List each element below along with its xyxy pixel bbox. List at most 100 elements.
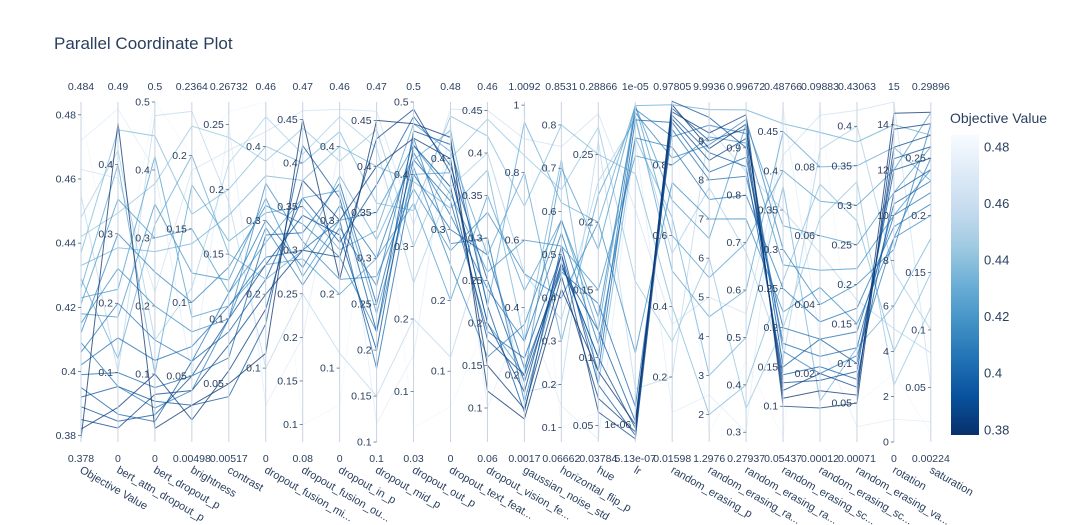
- trial-line: [80, 119, 932, 389]
- tick-label: 0.2: [135, 301, 150, 313]
- axis-min-label: 0: [115, 453, 121, 465]
- tick-label: 0.48: [56, 109, 77, 121]
- tick-label: 0.7: [726, 237, 741, 249]
- axis-max-label: 0.97805: [653, 81, 691, 93]
- axis-min-label: 0.00071: [838, 453, 876, 465]
- trial-line: [80, 108, 932, 409]
- tick-label: 0.2: [468, 318, 483, 330]
- tick-label: 7: [698, 214, 704, 226]
- tick-label: 5: [698, 292, 704, 304]
- tick-label: 0.2: [431, 295, 446, 307]
- tick-label: 0.38: [56, 430, 77, 442]
- trial-lines: [80, 100, 932, 441]
- tick-label: 0.1: [431, 366, 446, 378]
- tick-label: 0.4: [98, 159, 113, 171]
- tick-label: 0.2: [911, 210, 926, 222]
- tick-label: 2: [698, 409, 704, 421]
- tick-label: 0.5: [135, 97, 150, 109]
- tick-label: 0.15: [203, 249, 224, 261]
- tick-label: 0.2: [320, 289, 335, 301]
- tick-label: 0.35: [462, 190, 483, 202]
- tick-label: 0.1: [394, 386, 409, 398]
- tick-label: 0.35: [351, 207, 372, 219]
- trial-line: [80, 107, 932, 437]
- axis-max-label: 0.47: [292, 81, 313, 93]
- tick-label: 0.6: [726, 285, 741, 297]
- trial-line: [80, 111, 932, 358]
- tick-label: 0.44: [56, 238, 77, 250]
- axes: 0.380.40.420.440.460.480.4840.378Objecti…: [56, 81, 976, 525]
- tick-label: 0: [883, 437, 889, 449]
- tick-label: 0.4: [505, 302, 520, 314]
- tick-label: 0.3: [98, 228, 113, 240]
- tick-label: 0.1: [283, 419, 298, 431]
- tick-label: 0.1: [172, 297, 187, 309]
- tick-label: 0.45: [758, 126, 779, 138]
- axis-min-label: 0.00498: [173, 453, 211, 465]
- colorbar-tick-label: 0.4: [984, 366, 1002, 381]
- tick-label: 0.9: [726, 142, 741, 154]
- tick-label: 0.45: [351, 115, 372, 127]
- tick-label: 0.2: [837, 279, 852, 291]
- trial-line: [80, 108, 932, 440]
- tick-label: 0.3: [726, 427, 741, 439]
- tick-label: 0.5: [542, 249, 557, 261]
- trial-line: [80, 105, 932, 331]
- axis-max-label: 0.2364: [176, 81, 208, 93]
- tick-label: 0.4: [394, 169, 409, 181]
- colorbar-tick-label: 0.46: [984, 196, 1009, 211]
- axis-max-label: 0.47: [366, 81, 387, 93]
- colorbar-title: Objective Value: [950, 110, 1047, 126]
- tick-label: 0.4: [320, 141, 335, 153]
- tick-label: 3: [698, 370, 704, 382]
- tick-label: 6: [883, 301, 889, 313]
- tick-label: 0.5: [726, 332, 741, 344]
- axis-min-label: 0.00517: [210, 453, 248, 465]
- axis-max-label: 15: [888, 81, 900, 93]
- tick-label: 0.3: [542, 336, 557, 348]
- tick-label: 4: [883, 346, 889, 358]
- tick-label: 0.8: [653, 159, 668, 171]
- tick-label: 0.4: [468, 148, 483, 160]
- trial-line: [80, 103, 931, 439]
- tick-label: 0.35: [277, 201, 298, 213]
- tick-label: 0.08: [795, 161, 816, 173]
- tick-label: 0.3: [468, 233, 483, 245]
- tick-label: 0.05: [832, 398, 853, 410]
- tick-label: 0.2: [394, 314, 409, 326]
- tick-label: 0.3: [431, 224, 446, 236]
- tick-label: 0.15: [462, 360, 483, 372]
- tick-label: 0.2: [172, 150, 187, 162]
- tick-label: 0.4: [357, 161, 372, 173]
- tick-label: 1e-06: [604, 419, 631, 431]
- tick-label: 0.2: [283, 332, 298, 344]
- tick-label: 0.25: [758, 283, 779, 295]
- tick-label: 12: [877, 165, 889, 177]
- tick-label: 0.25: [573, 149, 594, 161]
- tick-label: 0.35: [832, 160, 853, 172]
- trial-line: [80, 101, 932, 388]
- tick-label: 0.1: [98, 367, 113, 379]
- tick-label: 0.05: [166, 370, 187, 382]
- tick-label: 0.15: [351, 391, 372, 403]
- tick-label: 0.15: [758, 361, 779, 373]
- axis-max-label: 0.49: [108, 81, 129, 93]
- tick-label: 0.4: [135, 165, 150, 177]
- tick-label: 0.25: [462, 275, 483, 287]
- axis-min-label: 0: [263, 453, 269, 465]
- tick-label: 0.2: [653, 371, 668, 383]
- axis-min-label: 0: [891, 453, 897, 465]
- tick-label: 0.4: [61, 366, 76, 378]
- tick-label: 0.25: [832, 239, 853, 251]
- tick-label: 0.8: [505, 167, 520, 179]
- colorbar-tick-label: 0.42: [984, 309, 1009, 324]
- axis-min-label: 0.05437: [764, 453, 802, 465]
- chart-title: Parallel Coordinate Plot: [54, 34, 233, 53]
- tick-label: 0.46: [56, 173, 77, 185]
- tick-label: 0.4: [763, 165, 778, 177]
- tick-label: 0.8: [726, 190, 741, 202]
- tick-label: 0.3: [320, 215, 335, 227]
- colorbar-tick-label: 0.38: [984, 422, 1009, 437]
- trial-line: [80, 114, 932, 423]
- axis-max-label: 0.8531: [545, 81, 577, 93]
